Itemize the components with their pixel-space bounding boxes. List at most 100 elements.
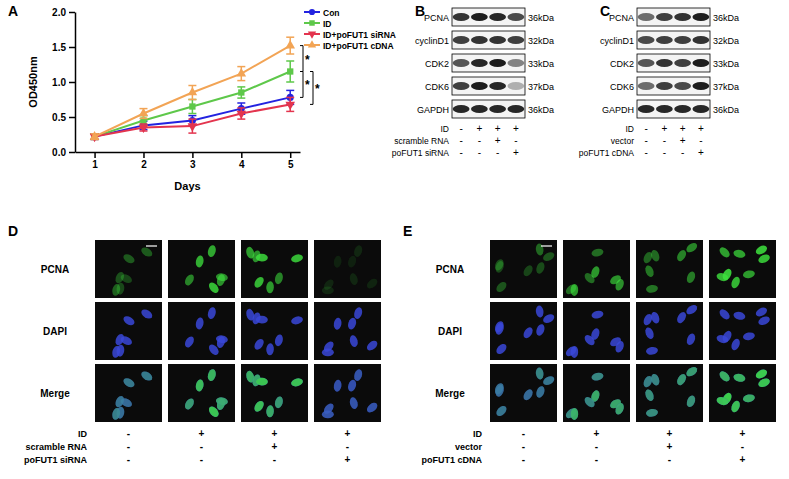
error-bar-cap	[237, 80, 245, 82]
nucleus-pcna	[730, 400, 742, 414]
error-bar-cap	[237, 107, 245, 109]
legend-marker	[308, 32, 316, 39]
nucleus-pcna	[718, 245, 732, 259]
nucleus-pcna	[570, 284, 578, 296]
blot-band	[638, 59, 655, 67]
nucleus-dapi	[494, 404, 508, 418]
micrograph-background	[709, 240, 776, 298]
blot-frame	[452, 100, 525, 118]
nucleus-pcna	[183, 397, 196, 411]
nucleus-pcna	[290, 253, 304, 264]
condition-sign: -	[459, 147, 462, 158]
protein-size: 32kDa	[713, 36, 739, 46]
protein-size: 32kDa	[528, 36, 554, 46]
nucleus-pcna	[716, 396, 730, 407]
condition-sign: +	[495, 123, 501, 134]
nucleus-pcna	[730, 276, 742, 290]
x-tick: 5	[288, 152, 294, 170]
blot-frame	[452, 31, 525, 49]
protein-label: CDK6	[610, 82, 634, 92]
nucleus-dapi	[716, 396, 730, 407]
condition-sign: -	[741, 441, 744, 452]
protein-size: 33kDa	[528, 59, 554, 69]
blot-band	[471, 36, 488, 44]
legend-item: Con	[304, 8, 340, 18]
nucleus-dapi	[757, 315, 771, 327]
nucleus-dapi	[215, 397, 228, 406]
y-tick-mark	[69, 47, 75, 49]
nucleus-dapi	[365, 339, 379, 353]
y-tick: 1.0	[52, 77, 75, 88]
blot-band	[489, 36, 506, 44]
blot-band	[692, 36, 709, 44]
protein-label: PCNA	[609, 13, 634, 23]
condition-label: poFUT1 cDNA	[422, 455, 483, 465]
micrograph	[241, 240, 308, 298]
condition-sign: -	[514, 135, 517, 146]
protein-label: cyclinD1	[600, 36, 634, 46]
condition-sign: -	[127, 441, 130, 452]
blot-band	[507, 13, 524, 21]
condition-sign: -	[200, 441, 203, 452]
nucleus-pcna	[349, 396, 359, 409]
panel-label: E	[403, 223, 412, 239]
nucleus-dapi	[614, 402, 626, 416]
nucleus-dapi	[685, 332, 697, 346]
significance-bracket	[300, 72, 303, 98]
micrograph	[95, 240, 162, 298]
blot-band	[656, 36, 673, 44]
blot-frame	[637, 54, 710, 72]
condition-sign: +	[698, 147, 704, 158]
protein-label: PCNA	[424, 13, 449, 23]
nucleus-dapi	[347, 379, 358, 393]
significance-label: *	[305, 53, 310, 67]
y-tick-label: 0.0	[52, 147, 66, 158]
legend-item: ID	[304, 19, 332, 29]
blot-band	[471, 105, 488, 113]
condition-sign: -	[273, 454, 276, 465]
micrograph	[314, 364, 381, 422]
nucleus-dapi	[730, 400, 742, 414]
blot-band	[692, 105, 709, 113]
panel-label: D	[8, 223, 18, 239]
row-label: DAPI	[43, 326, 67, 337]
nucleus-pcna	[742, 393, 755, 403]
protein-label: cyclinD1	[415, 36, 449, 46]
nucleus-dapi	[349, 396, 359, 409]
micrograph-background	[95, 364, 162, 422]
condition-sign: -	[595, 454, 598, 465]
nucleus-pcna	[535, 367, 544, 380]
nucleus-pcna	[353, 244, 364, 258]
series-point	[139, 125, 149, 133]
nucleus-dapi	[754, 306, 768, 319]
protein-label: CDK2	[425, 59, 449, 69]
condition-sign: +	[476, 123, 482, 134]
protein-label: GAPDH	[417, 105, 449, 115]
if-panel: EPCNADAPIMergeID-+++vector--+-poFUT1 cDN…	[403, 223, 776, 465]
nucleus-dapi	[733, 373, 746, 383]
scale-bar	[146, 245, 157, 246]
nucleus-pcna	[114, 395, 126, 409]
error-bar	[286, 97, 294, 111]
nucleus-dapi	[535, 385, 546, 399]
nucleus-dapi	[757, 377, 771, 389]
micrograph	[709, 364, 776, 422]
nucleus-dapi	[583, 333, 597, 347]
y-tick-mark	[69, 82, 75, 84]
micrograph	[636, 240, 703, 298]
nucleus-dapi	[333, 379, 342, 392]
nucleus-pcna	[733, 373, 746, 383]
condition-label: vector	[455, 442, 483, 452]
if-panel: DPCNADAPIMergeID-+++scramble RNA--+-poFU…	[8, 223, 381, 465]
condition-sign: +	[199, 428, 205, 439]
series-line	[95, 72, 291, 137]
nucleus-pcna	[347, 255, 358, 269]
micrograph-background	[490, 240, 557, 298]
condition-sign: -	[663, 135, 666, 146]
blot-band	[453, 59, 470, 67]
error-bar-cap	[286, 81, 294, 83]
condition-sign: +	[680, 135, 686, 146]
nucleus-dapi	[650, 373, 661, 387]
nucleus-pcna	[256, 254, 268, 262]
bracket-line	[310, 72, 313, 105]
